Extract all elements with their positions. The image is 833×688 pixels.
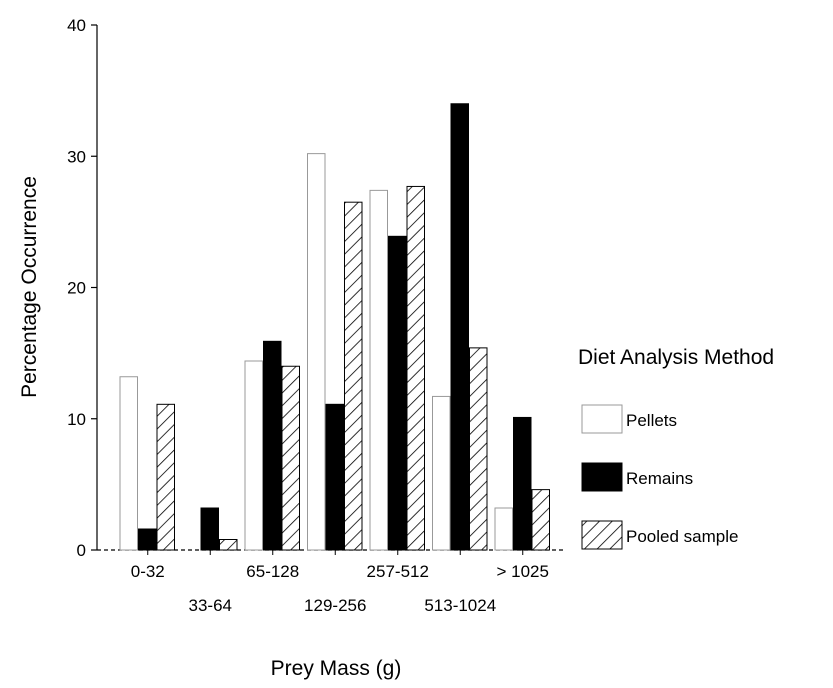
y-tick-label: 10 bbox=[67, 410, 86, 429]
x-tick-label: 0-32 bbox=[131, 562, 165, 581]
x-tick-label: > 1025 bbox=[497, 562, 549, 581]
x-tick-label: 65-128 bbox=[246, 562, 299, 581]
bars bbox=[119, 103, 550, 551]
bar-pooled-sample bbox=[344, 201, 363, 551]
x-axis-title: Prey Mass (g) bbox=[271, 657, 402, 680]
bar-remains bbox=[325, 403, 344, 551]
x-tick-label: 129-256 bbox=[304, 596, 366, 615]
legend-title: Diet Analysis Method bbox=[578, 346, 774, 369]
bar-pooled-sample bbox=[219, 539, 238, 551]
legend-label-pooled-sample: Pooled sample bbox=[626, 527, 738, 546]
bar-pellets bbox=[244, 360, 263, 551]
y-tick-label: 40 bbox=[67, 16, 86, 35]
x-tick-label: 257-512 bbox=[367, 562, 429, 581]
y-tick-label: 30 bbox=[67, 147, 86, 166]
bar-remains bbox=[388, 235, 407, 551]
y-tick-label: 0 bbox=[77, 541, 86, 560]
bar-pellets bbox=[119, 376, 138, 551]
bar-remains bbox=[200, 507, 219, 551]
bar-remains bbox=[138, 528, 157, 551]
bar-pooled-sample bbox=[531, 489, 550, 551]
legend-swatch-remains bbox=[581, 462, 623, 492]
bar-remains bbox=[513, 416, 532, 551]
y-ticks: 0 10 20 30 40 bbox=[67, 16, 97, 560]
legend: Diet Analysis Method Pellets Remains Poole… bbox=[578, 346, 774, 550]
bar-pooled-sample bbox=[281, 365, 300, 551]
x-tick-label: 513-1024 bbox=[424, 596, 496, 615]
bar-remains bbox=[450, 103, 469, 551]
x-tick-label: 33-64 bbox=[189, 596, 232, 615]
y-tick-label: 20 bbox=[67, 279, 86, 298]
bar-pellets bbox=[494, 507, 513, 551]
bar-pooled-sample bbox=[406, 185, 425, 551]
legend-label-pellets: Pellets bbox=[626, 411, 677, 430]
legend-label-remains: Remains bbox=[626, 469, 693, 488]
bar-pooled-sample bbox=[469, 347, 488, 551]
y-axis-title: Percentage Occurrence bbox=[18, 176, 41, 398]
bar-pellets bbox=[369, 189, 388, 551]
bar-pellets bbox=[432, 395, 451, 551]
bar-pooled-sample bbox=[156, 403, 175, 551]
legend-swatch-pooled-sample bbox=[581, 520, 623, 550]
bar-remains bbox=[263, 340, 282, 551]
bar-pellets bbox=[307, 153, 326, 551]
legend-swatch-pellets bbox=[581, 404, 623, 434]
